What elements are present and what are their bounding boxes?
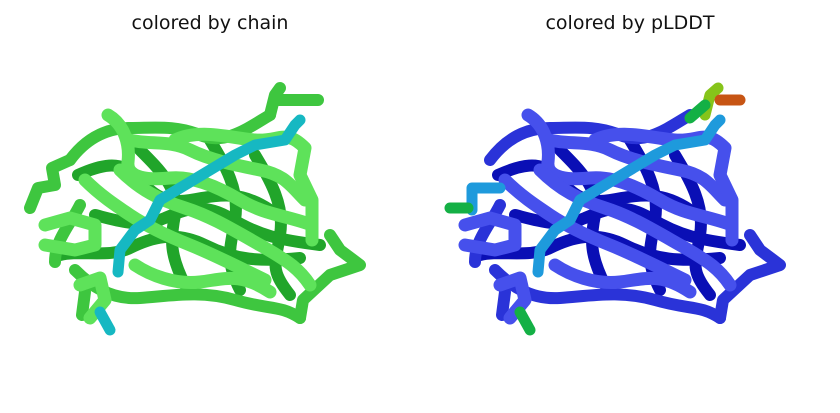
light-strand — [38, 211, 102, 257]
mid-strand — [714, 229, 786, 324]
backbone-accent-strands — [466, 114, 726, 278]
accent-strand — [94, 306, 116, 336]
mid-strand — [49, 199, 86, 268]
accent-strand — [466, 182, 506, 216]
light-strand — [498, 173, 692, 287]
backbone-accent-strands — [94, 114, 306, 336]
plddt-panel: colored by pLDDT — [420, 0, 840, 413]
light-strand — [458, 211, 522, 257]
protein-render-plddt — [444, 82, 786, 336]
accent-strand — [532, 114, 726, 278]
light-strand — [78, 173, 272, 287]
light-strand — [101, 108, 319, 232]
back-strand — [134, 144, 191, 291]
accent-strand — [112, 114, 306, 278]
chain-panel: colored by chain — [24, 12, 366, 336]
mid-strand — [24, 154, 76, 214]
plddt-panel-title: colored by pLDDT — [545, 12, 715, 34]
low-green-segment — [444, 202, 536, 336]
mid-strand — [264, 82, 324, 121]
back-strand — [554, 144, 611, 291]
light-strand — [533, 163, 737, 292]
chain-panel-title: colored by chain — [131, 12, 289, 34]
light-strand — [548, 258, 697, 299]
light-strand — [113, 163, 317, 292]
light-strand — [521, 108, 739, 232]
light-strand — [128, 258, 277, 299]
mid-strand — [496, 286, 511, 321]
mid-strand — [294, 229, 366, 324]
mid-strand — [76, 286, 91, 321]
low-confidence-segments — [444, 82, 746, 336]
low-green-segment — [684, 99, 711, 124]
protein-render-chain — [24, 82, 366, 336]
mid-strand — [469, 199, 506, 268]
